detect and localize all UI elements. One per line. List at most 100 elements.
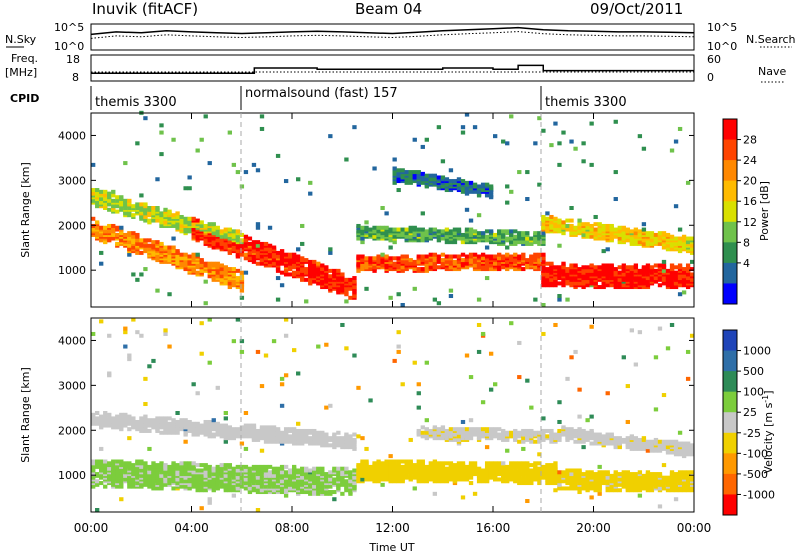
freq-tick-low: 8 — [72, 71, 79, 84]
heatmap-cell — [637, 477, 643, 482]
heatmap-cell — [589, 428, 594, 433]
heatmap-cell — [404, 231, 409, 236]
heatmap-cell — [436, 258, 442, 263]
heatmap-cell — [175, 463, 180, 468]
heatmap-cell — [501, 464, 506, 469]
heatmap-cell — [143, 414, 148, 419]
heatmap-cell — [356, 229, 361, 234]
heatmap-cell — [388, 454, 393, 459]
heatmap-cell — [557, 227, 562, 232]
heatmap-cell — [219, 484, 224, 489]
heatmap-cell — [167, 250, 172, 255]
heatmap-cell — [392, 463, 397, 468]
heatmap-cell — [484, 445, 490, 450]
heatmap-cell — [348, 277, 353, 282]
heatmap-cell — [380, 225, 385, 230]
heatmap-cell — [424, 479, 429, 484]
heatmap-cell — [239, 339, 245, 344]
heatmap-cell — [255, 464, 261, 469]
heatmap-cell — [259, 241, 265, 246]
heatmap-cell — [348, 281, 353, 286]
heatmap-cell — [287, 434, 293, 439]
heatmap-cell — [348, 437, 353, 442]
heatmap-cell — [549, 479, 554, 484]
heatmap-cell — [476, 466, 482, 471]
freq-unit-label: [MHz] — [5, 66, 37, 79]
heatmap-cell — [91, 459, 96, 464]
heatmap-cell — [147, 243, 152, 248]
heatmap-cell — [436, 466, 442, 471]
heatmap-cell — [416, 382, 421, 387]
heatmap-cell — [356, 236, 361, 241]
heatmap-cell — [424, 137, 429, 142]
heatmap-cell — [372, 468, 377, 473]
heatmap-cell — [484, 182, 490, 187]
heatmap-cell — [677, 441, 683, 446]
heatmap-cell — [444, 188, 450, 193]
heatmap-cell — [577, 281, 582, 286]
heatmap-cell — [139, 206, 144, 210]
heatmap-cell — [669, 470, 675, 475]
heatmap-cell — [259, 126, 265, 131]
heatmap-cell — [151, 206, 156, 210]
heatmap-cell — [436, 238, 442, 243]
heatmap-cell — [400, 464, 405, 469]
heatmap-cell — [436, 479, 442, 484]
heatmap-cell — [661, 439, 667, 444]
heatmap-cell — [95, 472, 100, 477]
heatmap-cell — [456, 254, 462, 259]
heatmap-cell — [231, 267, 237, 272]
heatmap-cell — [328, 403, 333, 408]
heatmap-cell — [279, 252, 285, 257]
heatmap-cell — [673, 265, 679, 270]
heatmap-cell — [135, 250, 140, 255]
heatmap-cell — [541, 231, 546, 236]
heatmap-cell — [456, 427, 462, 432]
heatmap-cell — [384, 254, 389, 259]
heatmap-cell — [661, 475, 667, 480]
heatmap-cell — [103, 240, 108, 245]
heatmap-cell — [557, 265, 562, 270]
heatmap-cell — [171, 430, 176, 435]
heatmap-cell — [561, 261, 566, 266]
heatmap-cell — [460, 252, 466, 257]
heatmap-cell — [637, 229, 643, 234]
heatmap-cell — [332, 497, 337, 502]
heatmap-cell — [501, 477, 506, 482]
heatmap-cell — [517, 170, 522, 175]
heatmap-cell — [207, 222, 212, 227]
heatmap-cell — [147, 418, 152, 423]
heatmap-cell — [127, 252, 132, 257]
heatmap-cell — [513, 468, 518, 473]
heatmap-cell — [428, 475, 433, 480]
heatmap-cell — [557, 218, 562, 223]
heatmap-cell — [657, 472, 663, 477]
heatmap-cell — [617, 472, 622, 477]
heatmap-cell — [641, 146, 647, 151]
heatmap-cell — [227, 227, 232, 232]
cpid-label: CPID — [10, 92, 39, 105]
heatmap-cell — [292, 258, 297, 263]
heatmap-cell — [167, 428, 172, 433]
heatmap-cell — [143, 202, 148, 207]
heatmap-cell — [352, 276, 357, 281]
heatmap-cell — [565, 281, 570, 286]
heatmap-cell — [255, 247, 261, 252]
heatmap-cell — [488, 267, 494, 272]
heatmap-cell — [352, 125, 357, 130]
heatmap-cell — [464, 258, 470, 263]
heatmap-cell — [637, 484, 643, 489]
heatmap-cell — [501, 139, 506, 144]
heatmap-cell — [416, 267, 421, 272]
heatmap-cell — [183, 461, 188, 466]
heatmap-cell — [476, 427, 482, 432]
heatmap-cell — [677, 263, 683, 268]
heatmap-cell — [653, 232, 659, 237]
heatmap-cell — [139, 416, 144, 421]
heatmap-cell — [521, 466, 526, 471]
heatmap-cell — [448, 229, 454, 234]
heatmap-cell — [187, 175, 192, 180]
heatmap-cell — [227, 285, 232, 290]
heatmap-cell — [533, 464, 538, 469]
heatmap-cell — [649, 446, 655, 451]
